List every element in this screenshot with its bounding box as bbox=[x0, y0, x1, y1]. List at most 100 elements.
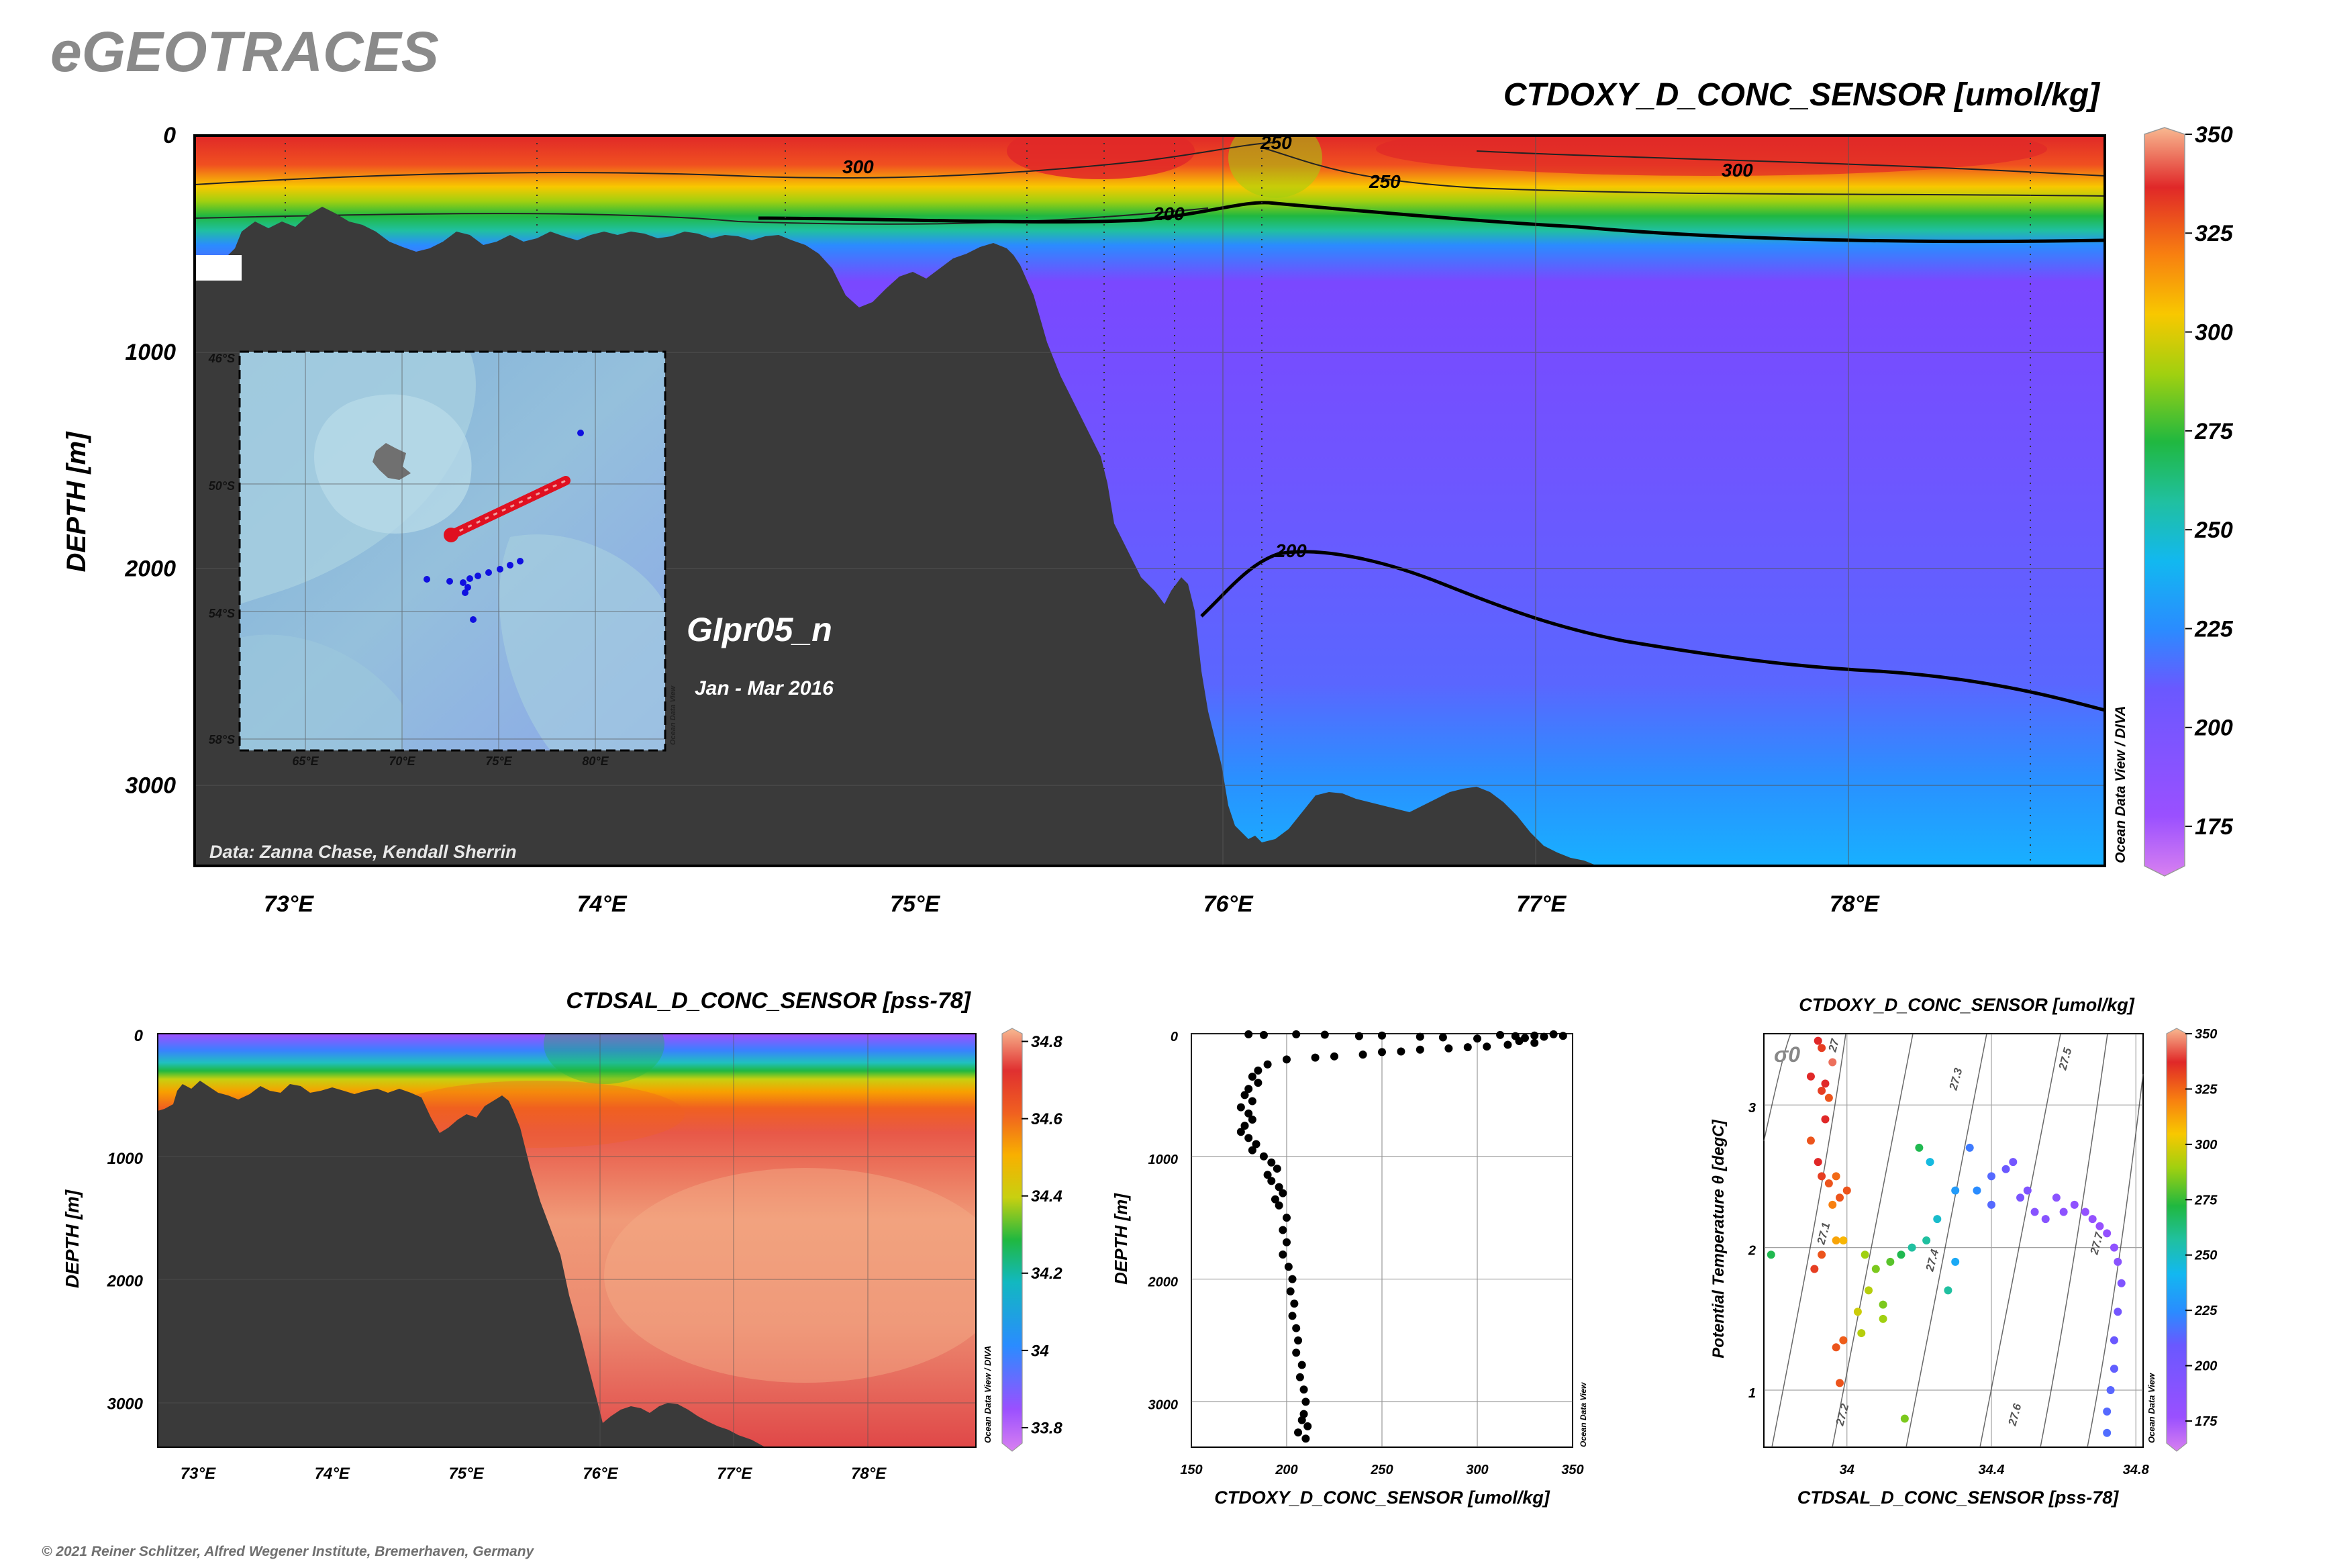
salinity-chart-title: CTDSAL_D_CONC_SENSOR [pss-78] bbox=[566, 988, 971, 1014]
profile-point bbox=[1483, 1042, 1491, 1051]
ts-point bbox=[1897, 1251, 1905, 1259]
profile-point bbox=[1254, 1066, 1262, 1075]
kerguelen-island bbox=[373, 443, 411, 480]
ts-colorbar-tick: 200 bbox=[2194, 1359, 2217, 1374]
profile-y-tick-label: 1000 bbox=[1148, 1153, 1179, 1167]
ts-point bbox=[2114, 1308, 2122, 1316]
main-y-tick-label: 2000 bbox=[124, 556, 176, 582]
ts-point bbox=[1879, 1300, 1887, 1309]
isopycnals bbox=[1763, 1033, 2144, 1448]
main-x-tick-label: 77°E bbox=[1516, 891, 1567, 917]
ts-point bbox=[1842, 1186, 1851, 1195]
profile-point bbox=[1259, 1152, 1268, 1161]
ts-point bbox=[1987, 1200, 1995, 1209]
profile-point bbox=[1438, 1033, 1447, 1042]
profile-point bbox=[1354, 1032, 1363, 1040]
profile-y-tick-label: 3000 bbox=[1148, 1398, 1179, 1412]
bathymetry-salinity bbox=[158, 1081, 765, 1447]
ts-point bbox=[1973, 1186, 1981, 1195]
ts-point bbox=[2103, 1407, 2112, 1416]
ts-point bbox=[1767, 1251, 1775, 1259]
ts-x-axis-label: CTDSAL_D_CONC_SENSOR [pss-78] bbox=[1797, 1487, 2120, 1508]
ts-point bbox=[1828, 1200, 1837, 1209]
ts-point bbox=[1810, 1265, 1819, 1273]
salinity-y-tick-label: 3000 bbox=[107, 1395, 144, 1413]
ts-point bbox=[2052, 1193, 2061, 1202]
profile-point bbox=[1248, 1097, 1256, 1106]
ts-chart-title: CTDOXY_D_CONC_SENSOR [umol/kg] bbox=[1799, 995, 2135, 1015]
ts-point bbox=[1839, 1336, 1848, 1344]
profile-point bbox=[1259, 1030, 1268, 1039]
profile-point bbox=[1275, 1201, 1283, 1210]
station-lines bbox=[285, 136, 2031, 866]
ts-point bbox=[1915, 1143, 1924, 1152]
profile-point bbox=[1263, 1171, 1272, 1179]
ts-point bbox=[2001, 1165, 2010, 1173]
salinity-x-tick-label: 77°E bbox=[717, 1465, 752, 1483]
profile-point bbox=[1244, 1134, 1253, 1142]
main-colorbar-tick: 325 bbox=[2195, 221, 2234, 246]
ts-y-tick-label: 2 bbox=[1748, 1244, 1756, 1259]
main-x-tick-label: 78°E bbox=[1830, 891, 1880, 917]
salinity-y-tick-label: 0 bbox=[134, 1027, 144, 1045]
ts-point bbox=[2088, 1215, 2097, 1224]
ts-point bbox=[2117, 1279, 2126, 1287]
section-start-marker bbox=[444, 528, 458, 542]
ts-point bbox=[1951, 1186, 1960, 1195]
cruise-label: GIpr05_n bbox=[687, 611, 832, 648]
main-colorbar: 175 200 225 250 275 300 325 350 Ocean Data View… bbox=[2113, 122, 2234, 877]
profile-point bbox=[1279, 1251, 1287, 1259]
profile-point bbox=[1297, 1416, 1306, 1424]
app-logo: eGEOTRACES bbox=[50, 20, 439, 83]
salinity-colorbar-tick: 34.6 bbox=[1031, 1110, 1062, 1128]
profile-point bbox=[1273, 1165, 1281, 1173]
salinity-colorbar-tick: 33.8 bbox=[1031, 1419, 1062, 1437]
ts-point bbox=[2030, 1208, 2039, 1216]
ts-point bbox=[1836, 1193, 1844, 1202]
profile-x-tick-label: 300 bbox=[1466, 1463, 1488, 1477]
ts-point bbox=[1933, 1215, 1942, 1224]
salinity-section-panel: CTDSAL_D_CONC_SENSOR [pss-78] DEPTH [m] … bbox=[62, 988, 1062, 1483]
svg-text:Ocean Data View / DIVA: Ocean Data View / DIVA bbox=[983, 1346, 993, 1443]
svg-text:80°E: 80°E bbox=[582, 754, 609, 768]
ts-point bbox=[2110, 1336, 2118, 1344]
ts-points bbox=[1767, 1036, 2126, 1437]
ts-point bbox=[1861, 1251, 1869, 1259]
ts-point bbox=[1853, 1308, 1862, 1316]
profile-point bbox=[1444, 1044, 1453, 1052]
ts-plot-frame bbox=[1763, 1033, 2144, 1448]
svg-text:200: 200 bbox=[1275, 540, 1307, 561]
svg-text:300: 300 bbox=[1722, 160, 1753, 181]
salinity-colorbar-tick: 34.8 bbox=[1031, 1033, 1062, 1051]
profile-point bbox=[1378, 1031, 1386, 1040]
ts-point bbox=[1865, 1286, 1873, 1295]
ts-point bbox=[2059, 1208, 2068, 1216]
ts-point bbox=[1836, 1379, 1844, 1387]
ts-colorbar: 175 200 225 250 275 300 325 350 Ocean Data View bbox=[2146, 1027, 2218, 1452]
contour-200-upper bbox=[758, 201, 2105, 244]
ts-colorbar-tick: 225 bbox=[2194, 1304, 2218, 1318]
ts-point bbox=[1944, 1286, 1952, 1295]
profile-point bbox=[1279, 1226, 1287, 1234]
profile-point bbox=[1416, 1032, 1424, 1041]
ts-point bbox=[1832, 1236, 1840, 1244]
svg-text:Ocean Data View: Ocean Data View bbox=[2146, 1373, 2157, 1443]
svg-text:250: 250 bbox=[1260, 132, 1292, 153]
ts-colorbar-tick: 175 bbox=[2195, 1414, 2218, 1429]
ts-point bbox=[2106, 1386, 2115, 1395]
copyright-footer: © 2021 Reiner Schlitzer, Alfred Wegener … bbox=[42, 1544, 535, 1559]
ts-point bbox=[2081, 1208, 2089, 1216]
profile-point bbox=[1330, 1052, 1338, 1061]
ts-point bbox=[1871, 1265, 1880, 1273]
profile-point bbox=[1267, 1158, 1276, 1167]
main-x-tick-label: 76°E bbox=[1203, 891, 1254, 917]
profile-x-tick-label: 200 bbox=[1275, 1463, 1297, 1477]
profile-point bbox=[1503, 1040, 1512, 1049]
ts-point bbox=[2110, 1243, 2118, 1252]
ts-y-tick-label: 1 bbox=[1748, 1386, 1756, 1401]
main-watermark: Ocean Data View / DIVA bbox=[2113, 705, 2128, 863]
ts-point bbox=[2103, 1229, 2112, 1238]
salinity-x-tick-label: 78°E bbox=[851, 1465, 887, 1483]
